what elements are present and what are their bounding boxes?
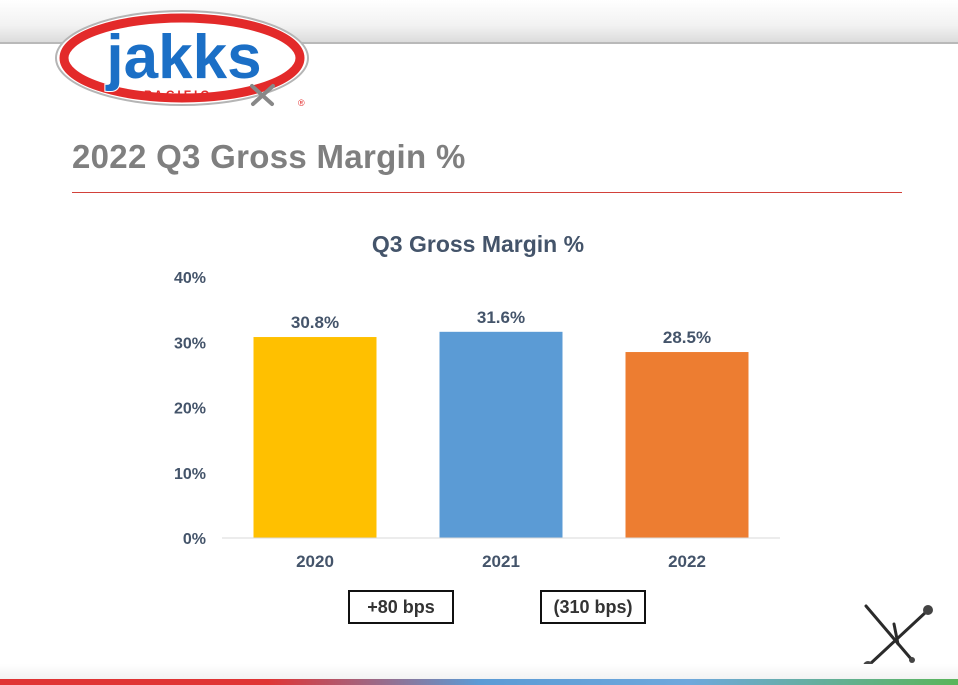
logo-registered-mark: ® <box>298 98 305 108</box>
slide-title: 2022 Q3 Gross Margin % <box>72 138 466 175</box>
bar-2022 <box>625 352 749 538</box>
data-label-2020: 30.8% <box>291 313 339 332</box>
y-tick-label: 20% <box>174 401 206 418</box>
chart-title: Q3 Gross Margin % <box>372 231 584 257</box>
x-tick-label: 2022 <box>668 552 706 571</box>
y-axis: 0% 10% 20% 30% 40% <box>174 270 206 548</box>
bars-group <box>253 331 749 538</box>
y-tick-label: 40% <box>174 270 206 287</box>
x-tick-label: 2020 <box>296 552 334 571</box>
title-divider <box>72 192 902 193</box>
y-tick-label: 0% <box>183 531 206 548</box>
logo-jack-icon <box>250 84 275 106</box>
bar-2020 <box>253 337 377 538</box>
bps-change-2021-2022: (310 bps) <box>540 590 646 624</box>
footer-color-stripe <box>0 679 958 685</box>
logo-brand-text: jakks <box>105 23 261 92</box>
data-labels: 30.8% 31.6% 28.5% <box>291 308 711 347</box>
logo-sub-text: PACIFIC <box>144 88 212 102</box>
data-label-2022: 28.5% <box>663 328 711 347</box>
y-tick-label: 30% <box>174 335 206 352</box>
x-tick-label: 2021 <box>482 552 520 571</box>
bar-2021 <box>439 331 563 538</box>
data-label-2021: 31.6% <box>477 308 525 327</box>
bps-change-2020-2021: +80 bps <box>348 590 454 624</box>
jakks-pacific-logo: jakks PACIFIC ® <box>55 10 309 108</box>
y-tick-label: 10% <box>174 466 206 483</box>
x-axis: 2020 2021 2022 <box>296 552 706 571</box>
